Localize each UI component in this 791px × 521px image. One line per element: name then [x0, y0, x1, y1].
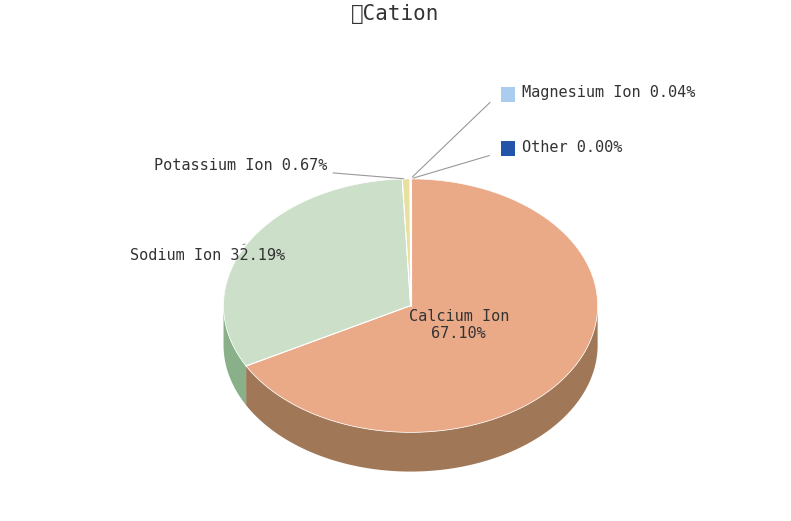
- Polygon shape: [403, 179, 411, 306]
- FancyBboxPatch shape: [501, 87, 515, 102]
- FancyBboxPatch shape: [501, 141, 515, 156]
- Polygon shape: [246, 308, 598, 472]
- Text: Other 0.00%: Other 0.00%: [522, 140, 623, 155]
- Polygon shape: [246, 179, 598, 432]
- Title: ①Cation: ①Cation: [351, 4, 440, 24]
- Text: Calcium Ion
67.10%: Calcium Ion 67.10%: [409, 309, 509, 341]
- Text: Potassium Ion 0.67%: Potassium Ion 0.67%: [154, 158, 403, 179]
- Text: Sodium Ion 32.19%: Sodium Ion 32.19%: [130, 244, 285, 263]
- Polygon shape: [224, 179, 411, 366]
- Polygon shape: [224, 307, 246, 405]
- Text: Magnesium Ion 0.04%: Magnesium Ion 0.04%: [522, 85, 695, 101]
